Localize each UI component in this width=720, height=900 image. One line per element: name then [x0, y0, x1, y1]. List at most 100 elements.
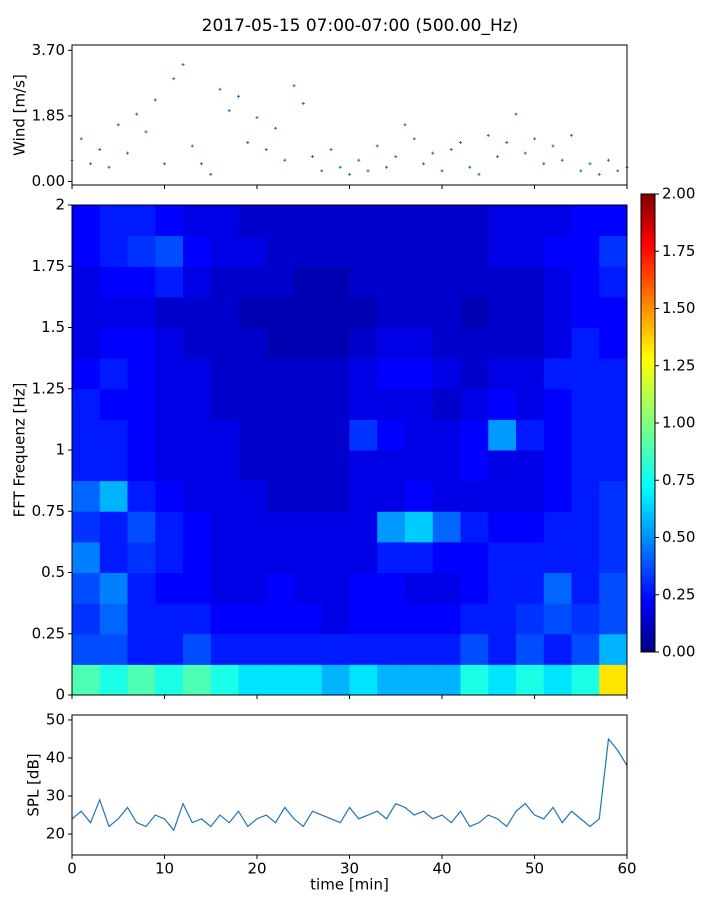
spectrogram-cell	[266, 511, 295, 543]
spectrogram-cell	[99, 358, 128, 390]
wind-point	[597, 172, 601, 176]
spectrogram-cell	[571, 450, 600, 482]
wind-point	[468, 165, 472, 169]
spectrogram-cell	[238, 633, 267, 665]
y-axis-label: Wind [m/s]	[11, 74, 29, 156]
y-tick-label: 3.70	[32, 41, 65, 59]
wind-point	[209, 172, 213, 176]
spectrogram-cell	[294, 419, 323, 451]
spectrogram-cell	[543, 480, 572, 512]
wind-point	[227, 109, 231, 113]
spectrogram-cell	[238, 235, 267, 267]
colorbar-tick-label: 0.00	[662, 643, 695, 661]
spectrogram-cell	[460, 358, 489, 390]
wind-point	[338, 165, 342, 169]
spectrogram-cell	[72, 358, 101, 390]
wind-point	[542, 162, 546, 166]
wind-point	[98, 148, 102, 152]
spectrogram-cell	[321, 205, 350, 237]
x-tick-label: 20	[247, 860, 266, 878]
spectrogram-cell	[405, 419, 434, 451]
spectrogram-cell	[488, 603, 517, 635]
spectrogram-cell	[516, 327, 545, 359]
wind-point	[172, 77, 176, 81]
spectrogram-cell	[127, 511, 156, 543]
spectrogram-cell	[294, 664, 323, 696]
spectrogram-cell	[99, 388, 128, 420]
spectrogram-cell	[266, 664, 295, 696]
spectrogram-cell	[516, 235, 545, 267]
spectrogram-cell	[432, 266, 461, 298]
spectrogram-cell	[321, 296, 350, 328]
spectrogram-cell	[127, 541, 156, 573]
spectrogram-cell	[183, 235, 212, 267]
wind-point	[394, 155, 398, 159]
spectrogram-cell	[349, 235, 378, 267]
spectrogram-cell	[349, 296, 378, 328]
spectrogram-cell	[488, 266, 517, 298]
wind-point	[320, 169, 324, 173]
spectrogram-cell	[210, 633, 239, 665]
spectrogram-cell	[460, 450, 489, 482]
wind-point	[357, 158, 361, 162]
spectrogram-cell	[349, 603, 378, 635]
spectrogram-cell	[72, 450, 101, 482]
spectrogram-cell	[377, 358, 406, 390]
spectrogram-cell	[127, 450, 156, 482]
spectrogram-cell	[571, 358, 600, 390]
spectrogram-cell	[183, 511, 212, 543]
spectrogram-cell	[516, 419, 545, 451]
spectrogram-cell	[266, 266, 295, 298]
colorbar-tick-label: 0.75	[662, 471, 695, 489]
spectrogram-cell	[460, 480, 489, 512]
spectrogram-cell	[238, 327, 267, 359]
wind-point	[181, 62, 185, 66]
spectrogram-cell	[488, 235, 517, 267]
spectrogram-cell	[488, 664, 517, 696]
spectrogram-cell	[210, 572, 239, 604]
spectrogram-cell	[127, 603, 156, 635]
x-tick-label: 60	[617, 860, 636, 878]
wind-point	[135, 112, 139, 116]
spectrogram-cell	[432, 235, 461, 267]
spectrogram-cell	[599, 603, 628, 635]
spectrogram-cell	[238, 266, 267, 298]
spectrogram-cell	[432, 450, 461, 482]
spectrogram-cell	[294, 541, 323, 573]
spectrogram-cell	[460, 541, 489, 573]
spectrogram-cell	[99, 266, 128, 298]
spectrogram-cell	[516, 450, 545, 482]
spectrogram-cell	[571, 296, 600, 328]
wind-point	[366, 169, 370, 173]
spectrogram-cell	[460, 296, 489, 328]
spectrogram-cell	[155, 450, 184, 482]
spectrogram-cell	[72, 603, 101, 635]
wind-point	[246, 140, 250, 144]
spectrogram-cell	[99, 296, 128, 328]
spectrogram-cell	[294, 296, 323, 328]
spectrogram-cell	[599, 572, 628, 604]
spectrogram-cell	[432, 419, 461, 451]
spectrogram-cell	[155, 633, 184, 665]
spectrogram-cell	[405, 327, 434, 359]
spectrogram-cell	[183, 572, 212, 604]
spectrogram-cell	[321, 572, 350, 604]
spectrogram-cell	[266, 205, 295, 237]
spectrogram-cell	[127, 327, 156, 359]
y-tick-label: 30	[46, 787, 65, 805]
spectrogram-cell	[155, 541, 184, 573]
wind-point	[588, 162, 592, 166]
spectrogram-cell	[571, 480, 600, 512]
spectrogram-cell	[432, 541, 461, 573]
spectrogram-cell	[321, 358, 350, 390]
spl-line	[71, 737, 628, 832]
wind-point	[375, 144, 379, 148]
spectrogram-cell	[516, 296, 545, 328]
spectrogram-cell	[127, 388, 156, 420]
wind-point	[486, 133, 490, 137]
spectrogram-cell	[183, 419, 212, 451]
spectrogram-cell	[321, 480, 350, 512]
y-tick-label: 2	[55, 196, 65, 214]
spectrogram-cell	[377, 664, 406, 696]
spectrogram-cell	[349, 572, 378, 604]
